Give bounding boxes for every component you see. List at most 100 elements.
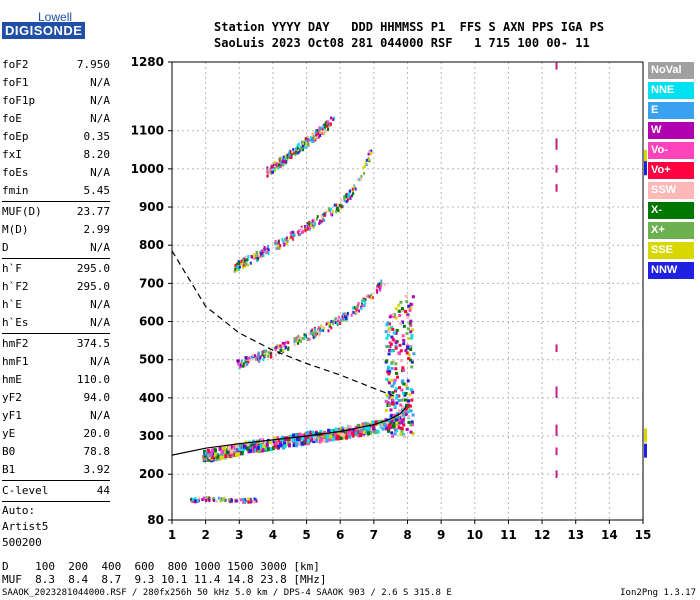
echo-point (344, 315, 347, 319)
echo-point (229, 449, 233, 454)
echo-point (262, 249, 265, 253)
echo-point (249, 497, 252, 501)
echo-point (279, 349, 282, 353)
echo-point (403, 393, 407, 397)
echo-point (302, 440, 306, 445)
echo-point (241, 258, 244, 262)
echo-point (409, 358, 413, 362)
echo-point (244, 257, 247, 261)
echo-point (409, 306, 413, 310)
echo-point (390, 367, 394, 371)
echo-point (333, 317, 336, 321)
echo-point (299, 336, 302, 340)
echo-point (359, 178, 362, 182)
echo-point (237, 260, 240, 264)
echo-point (283, 342, 286, 346)
echo-point (282, 155, 285, 159)
param-name: h`F2 (2, 280, 29, 293)
echo-point (289, 150, 292, 154)
echo-point (298, 338, 301, 342)
echo-point (362, 299, 365, 303)
echo-point (208, 455, 212, 460)
echo-point (312, 434, 316, 439)
echo-point (345, 316, 348, 320)
logo-lowell: Lowell (38, 10, 73, 24)
echo-point (324, 124, 327, 128)
param-value: N/A (90, 409, 110, 422)
echo-point (299, 149, 302, 153)
echo-point (251, 255, 254, 259)
echo-point (398, 343, 402, 347)
echo-point (318, 439, 322, 444)
echo-point (246, 362, 249, 366)
echo-point (248, 446, 252, 451)
echo-point (316, 217, 319, 221)
echo-point (286, 239, 289, 243)
param-name: foF1p (2, 94, 36, 107)
echo-point (246, 446, 250, 451)
echo-point (338, 428, 342, 433)
echo-point (393, 389, 397, 393)
echo-point (325, 438, 329, 443)
echo-point (397, 399, 401, 403)
echo-point (324, 211, 327, 215)
echo-point (243, 261, 246, 265)
echo-point (405, 386, 409, 390)
echo-point (290, 434, 294, 439)
echo-point (361, 299, 364, 303)
echo-point (376, 429, 380, 434)
echo-point (360, 307, 363, 311)
echo-point (271, 170, 274, 174)
param-value: N/A (90, 355, 110, 368)
echo-point (322, 430, 326, 435)
echo-point (330, 429, 334, 434)
echo-point (402, 382, 406, 386)
echo-point (343, 317, 346, 321)
echo-point (409, 388, 413, 392)
echo-point (386, 367, 390, 371)
echo-point (245, 258, 248, 262)
echo-point (277, 346, 280, 350)
echo-point (390, 431, 394, 435)
echo-point (280, 160, 283, 164)
echo-point (254, 448, 258, 453)
param-row: B0 78.8 (2, 443, 110, 461)
echo-point (255, 499, 258, 503)
echo-point (309, 136, 312, 140)
echo-point (394, 341, 398, 345)
echo-point (250, 500, 253, 504)
echo-point (400, 421, 404, 425)
echo-point (261, 448, 265, 453)
echo-point (342, 205, 345, 209)
echo-point (390, 419, 394, 423)
echo-point (409, 430, 413, 434)
echo-point (293, 233, 296, 237)
echo-point (223, 496, 226, 500)
echo-point (395, 328, 399, 332)
echo-point (303, 145, 306, 149)
echo-point (319, 329, 322, 333)
echo-point (265, 442, 269, 447)
profile-curve (171, 407, 407, 456)
echo-point (247, 357, 250, 361)
interference-trace (555, 424, 558, 437)
echo-point (327, 122, 330, 126)
echo-point (395, 387, 399, 391)
echo-point (238, 264, 241, 268)
echo-point (206, 449, 210, 454)
echo-point (308, 337, 311, 341)
echo-point (410, 365, 414, 369)
echo-point (300, 438, 304, 443)
echo-point (339, 204, 342, 208)
echo-point (267, 172, 270, 176)
echo-point (411, 295, 415, 299)
param-row: hmE 110.0 (2, 371, 110, 389)
echo-point (317, 133, 320, 137)
echo-point (371, 296, 374, 300)
echo-point (255, 497, 258, 501)
param-value: 8.20 (83, 148, 111, 161)
y-tick-label: 800 (139, 238, 164, 252)
echo-point (346, 317, 349, 321)
echo-point (244, 360, 247, 364)
echo-point (287, 440, 291, 445)
